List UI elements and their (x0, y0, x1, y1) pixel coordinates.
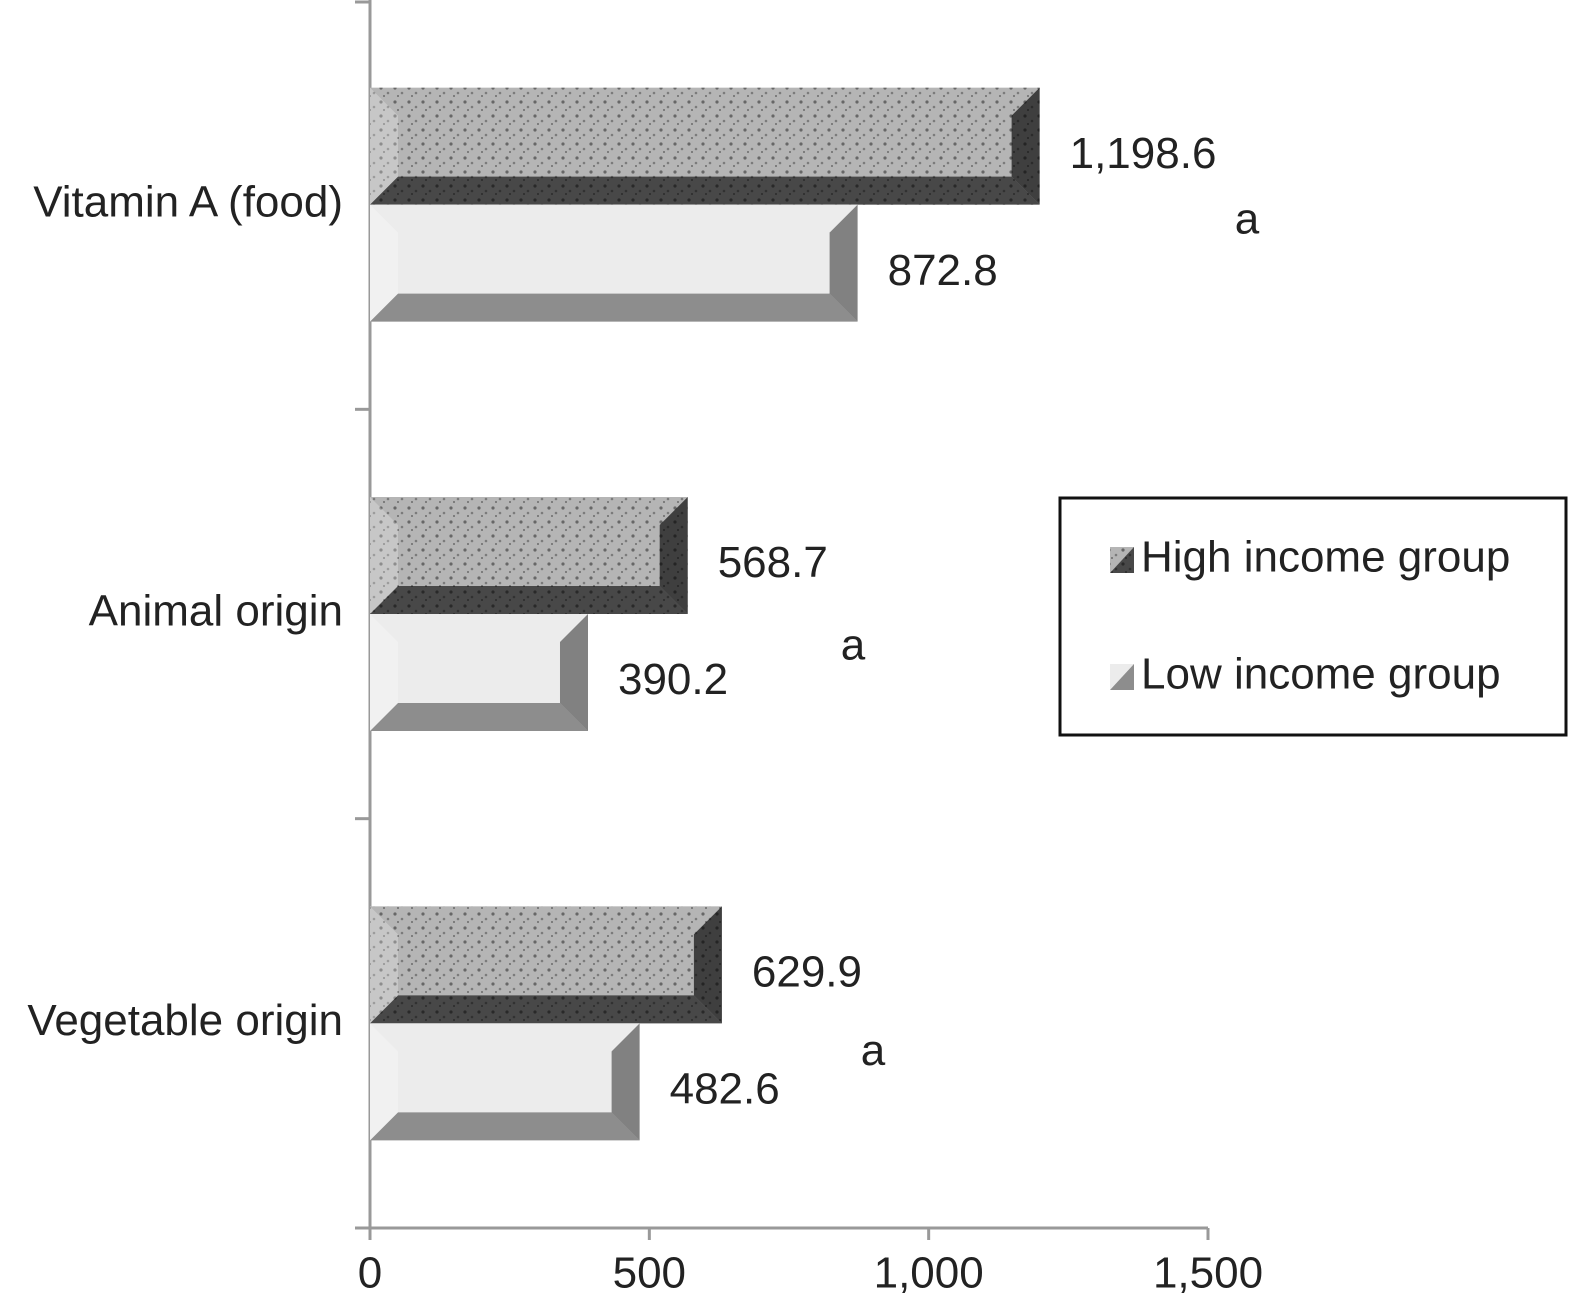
legend-bevel (1110, 664, 1134, 690)
y-tick-label: Vitamin A (food) (33, 177, 343, 226)
bar-face (370, 204, 858, 322)
x-tick-label: 500 (613, 1249, 686, 1298)
bar-bevel-right (559, 614, 588, 731)
legend-swatch (1110, 664, 1134, 690)
value-label: 482.6 (670, 1064, 780, 1113)
bar-bevel-right (829, 204, 858, 322)
bar-bevel-left (370, 204, 398, 322)
legend-bevel (1110, 547, 1134, 573)
annotation: a (861, 1026, 886, 1075)
x-tick-label: 1,000 (874, 1249, 984, 1298)
bar-bevel-right (693, 906, 722, 1024)
bar (370, 204, 858, 322)
x-tick-label: 0 (358, 1249, 382, 1298)
bar-bevel-bottom (370, 293, 858, 322)
bar-bevel-right (1011, 87, 1040, 205)
bar (370, 87, 1040, 205)
value-label: 872.8 (888, 246, 998, 295)
bar-bevel-right (659, 497, 688, 614)
annotation: a (841, 621, 866, 670)
annotation: a (1235, 194, 1260, 243)
bar-bevel-left (370, 87, 398, 205)
bar-bevel-left (370, 906, 398, 1024)
bar-bevel-bottom (370, 995, 722, 1024)
bar-bevel-left (370, 614, 398, 731)
bar-face (370, 1023, 640, 1141)
bar-bevel-left (370, 497, 398, 614)
x-tick-label: 1,500 (1153, 1249, 1263, 1298)
bar-bevel-bottom (370, 703, 588, 731)
bar (370, 614, 588, 731)
legend-box (1058, 496, 1568, 737)
bar-bevel-bottom (370, 586, 688, 614)
bar (370, 497, 688, 614)
bar-bevel-right (611, 1023, 640, 1141)
value-label: 390.2 (618, 655, 728, 704)
bar (370, 906, 722, 1024)
legend-label: Low income group (1141, 650, 1501, 699)
y-tick-label: Animal origin (89, 587, 343, 636)
value-label: 568.7 (718, 538, 828, 587)
value-label: 1,198.6 (1070, 129, 1217, 178)
value-label: 629.9 (752, 947, 862, 996)
bar-face (370, 614, 588, 731)
bar-bevel-left (370, 1023, 398, 1141)
bar (370, 1023, 640, 1141)
bar-bevel-bottom (370, 1112, 640, 1141)
legend-label: High income group (1141, 533, 1510, 582)
bar-bevel-bottom (370, 176, 1040, 205)
y-tick-label: Vegetable origin (27, 996, 343, 1045)
